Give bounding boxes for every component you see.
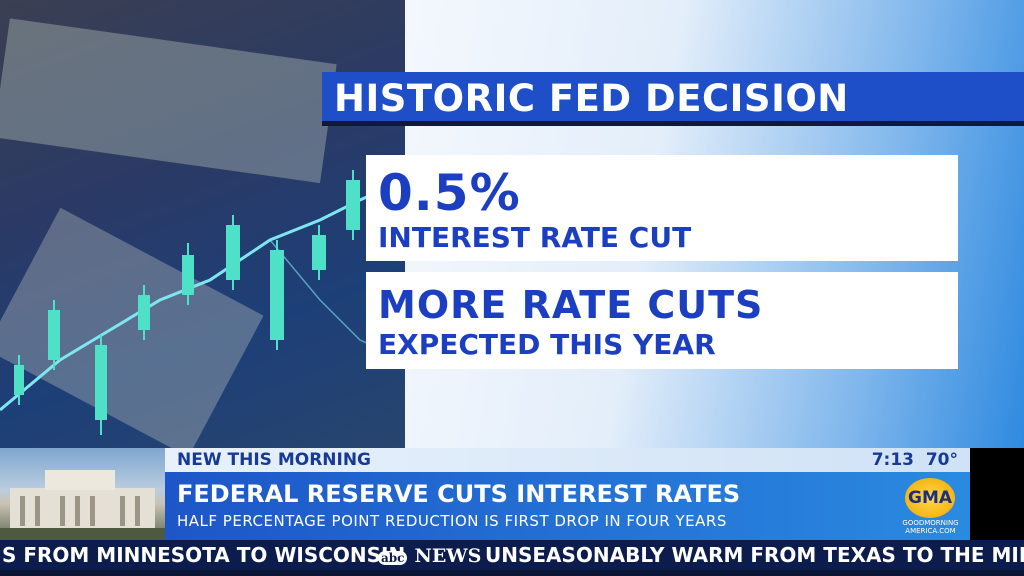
time-temperature: 7:13 70°	[872, 448, 958, 472]
ticker-item: S FROM MINNESOTA TO WISCONSIN	[2, 543, 406, 567]
kicker-bar: NEW THIS MORNING 7:13 70°	[165, 448, 970, 472]
temperature: 70°	[925, 450, 958, 470]
lower-third-subheadline: HALF PERCENTAGE POINT REDUCTION IS FIRST…	[177, 512, 727, 530]
fact-card: 0.5% INTEREST RATE CUT	[366, 155, 958, 261]
network-name: NEWS	[414, 545, 482, 567]
logo-url: GOODMORNING AMERICA.COM	[893, 519, 968, 535]
lower-third: FEDERAL RESERVE CUTS INTEREST RATES HALF…	[165, 472, 970, 540]
news-ticker: S FROM MINNESOTA TO WISCONSIN abc NEWS U…	[0, 540, 1024, 570]
card-subtitle: INTEREST RATE CUT	[378, 221, 692, 254]
gma-logo: GMA	[905, 478, 955, 518]
network-logo: abc NEWS	[378, 540, 481, 573]
money-photo	[0, 0, 406, 457]
card-title: MORE RATE CUTS	[378, 283, 764, 327]
card-subtitle: EXPECTED THIS YEAR	[378, 328, 716, 361]
logo-line: AMERICA.COM	[905, 527, 956, 535]
kicker: NEW THIS MORNING	[177, 450, 372, 470]
logo-mark: GMA	[907, 488, 953, 508]
time: 7:13	[871, 450, 914, 470]
network-small: abc	[378, 551, 408, 565]
headline-bar: HISTORIC FED DECISION	[322, 72, 1024, 126]
headline: HISTORIC FED DECISION	[334, 77, 849, 120]
frame-edge	[0, 570, 1024, 576]
card-title: 0.5%	[378, 164, 521, 222]
federal-reserve-image	[0, 448, 165, 540]
logo-line: GOODMORNING	[902, 519, 959, 527]
building-graphic	[0, 470, 165, 540]
lower-third-headline: FEDERAL RESERVE CUTS INTEREST RATES	[177, 480, 741, 508]
fact-card: MORE RATE CUTS EXPECTED THIS YEAR	[366, 272, 958, 369]
candlestick-graphic	[0, 18, 406, 457]
ticker-item: UNSEASONABLY WARM FROM TEXAS TO THE MIDW…	[485, 543, 1024, 567]
